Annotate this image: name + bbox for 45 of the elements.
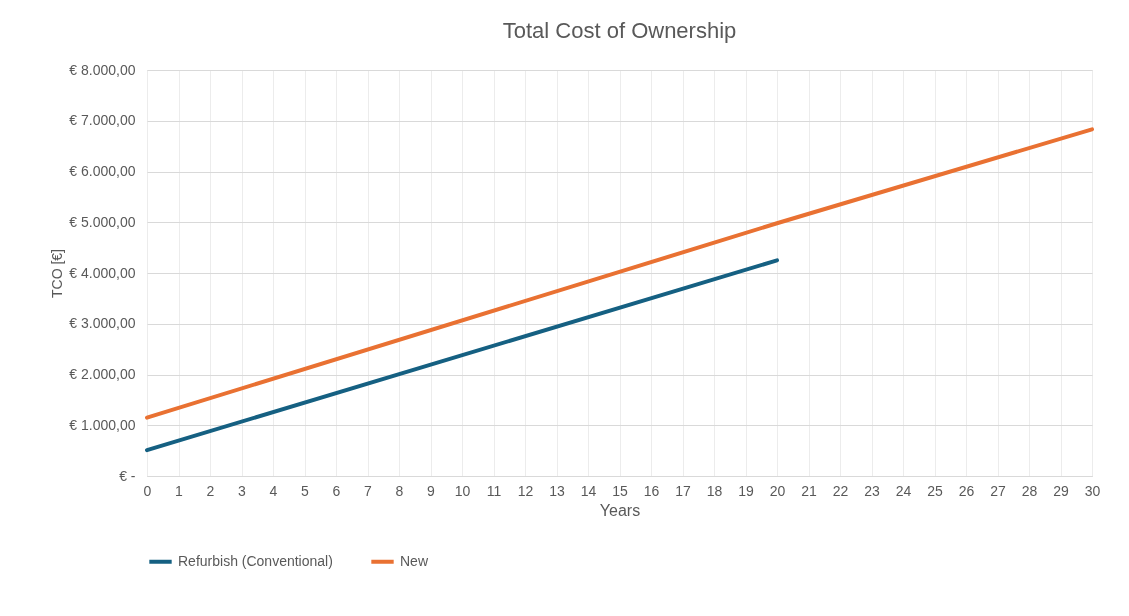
x-tick-label: 18 [706, 482, 723, 499]
chart-title: Total Cost of Ownership [502, 18, 737, 43]
x-tick-label: 22 [832, 482, 849, 499]
x-tick-label: 0 [143, 482, 152, 499]
x-tick-label: 23 [864, 482, 880, 499]
x-tick-label: 11 [486, 482, 502, 499]
x-axis-title: Years [599, 501, 641, 519]
x-tick-label: 1 [175, 482, 184, 499]
x-tick-label: 21 [801, 482, 817, 499]
x-tick-label: 30 [1084, 482, 1101, 499]
x-tick-label: 9 [427, 482, 436, 499]
x-tick-label: 4 [269, 482, 278, 499]
y-tick-label: € 3.000,00 [69, 315, 136, 332]
legend-label: New [400, 552, 429, 569]
x-tick-label: 29 [1053, 482, 1069, 499]
x-tick-label: 19 [738, 482, 754, 499]
y-tick-label: € - [119, 467, 136, 484]
x-tick-label: 26 [958, 482, 975, 499]
x-tick-label: 27 [990, 482, 1006, 499]
x-tick-label: 24 [895, 482, 912, 499]
x-tick-label: 17 [675, 482, 691, 499]
y-tick-label: € 1.000,00 [69, 416, 136, 433]
x-tick-label: 16 [643, 482, 660, 499]
y-tick-label: € 6.000,00 [69, 163, 136, 179]
x-tick-label: 3 [238, 482, 247, 499]
x-tick-label: 28 [1021, 482, 1038, 499]
y-tick-label: € 4.000,00 [69, 264, 136, 281]
x-tick-label: 10 [454, 482, 471, 499]
x-tick-label: 5 [301, 482, 310, 499]
x-tick-label: 12 [517, 482, 534, 499]
x-tick-label: 7 [364, 482, 373, 499]
y-axis-title: TCO [€] [49, 248, 66, 299]
x-tick-label: 8 [395, 482, 404, 499]
x-tick-label: 13 [549, 482, 565, 499]
y-tick-label: € 5.000,00 [69, 213, 136, 230]
y-tick-label: € 7.000,00 [69, 112, 136, 129]
x-tick-label: 6 [332, 482, 341, 499]
x-tick-label: 15 [612, 482, 628, 499]
y-tick-label: € 2.000,00 [69, 366, 136, 382]
x-tick-label: 20 [769, 482, 786, 499]
y-tick-label: € 8.000,00 [69, 61, 136, 78]
x-tick-label: 2 [206, 482, 215, 499]
legend-label: Refurbish (Conventional) [178, 552, 333, 569]
x-tick-label: 25 [927, 482, 943, 499]
x-tick-label: 14 [580, 482, 597, 499]
